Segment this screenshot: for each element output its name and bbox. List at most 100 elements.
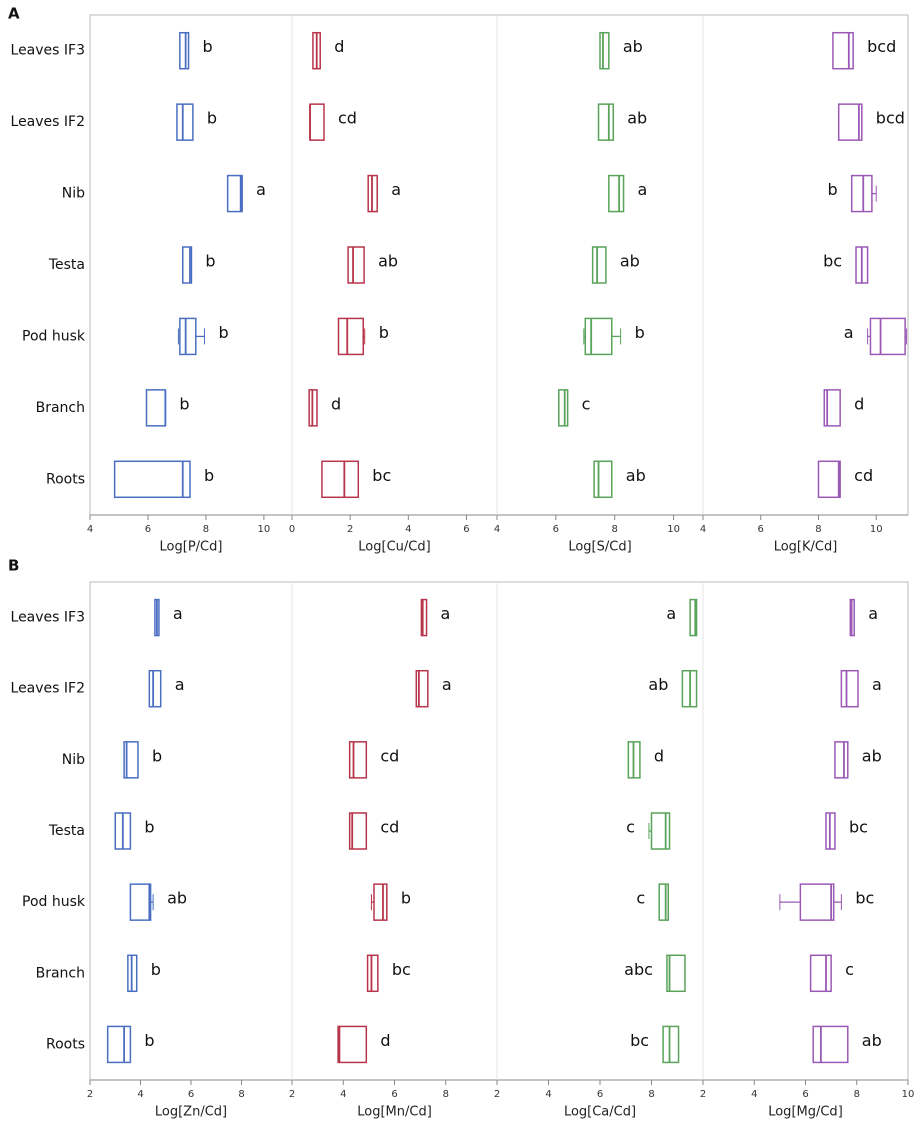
box: [689, 598, 698, 637]
x-tick-label: 2: [494, 1089, 500, 1100]
x-tick-label: 2: [700, 1089, 706, 1100]
group-letter: bc: [823, 252, 842, 271]
x-tick-label: 4: [405, 524, 411, 535]
x-tick-label: 8: [648, 1089, 654, 1100]
box: [347, 246, 365, 284]
box: [309, 103, 325, 141]
box: [113, 460, 191, 499]
group-letter: ab: [627, 109, 647, 128]
group-letter: bc: [392, 960, 411, 979]
x-tick-label: 8: [854, 1089, 860, 1100]
group-letter: a: [175, 675, 185, 694]
group-letter: bc: [630, 1031, 649, 1050]
group-letter: a: [844, 323, 854, 342]
box: [129, 883, 152, 921]
category-label: Testa: [48, 823, 85, 839]
group-letter: a: [638, 180, 648, 199]
group-letter: bcd: [876, 109, 905, 128]
group-letter: b: [207, 109, 217, 128]
group-letter: d: [654, 746, 664, 765]
box: [321, 460, 360, 499]
group-letter: bc: [372, 466, 391, 485]
panel-frame: [89, 581, 909, 1081]
box: [591, 246, 607, 284]
group-letter: cd: [380, 818, 399, 837]
category-label: Leaves IF3: [11, 610, 85, 626]
x-axis-label: Log[Cu/Cd]: [358, 540, 430, 555]
group-letter: a: [441, 604, 451, 623]
group-letter: c: [845, 960, 854, 979]
x-tick-label: 6: [145, 524, 151, 535]
box: [348, 812, 368, 850]
group-letter: a: [872, 675, 882, 694]
x-axis-label: Log[Ca/Cd]: [564, 1105, 636, 1120]
x-tick-label: 4: [137, 1089, 143, 1100]
group-letter: c: [582, 394, 591, 413]
category-label: Branch: [36, 965, 85, 981]
box: [337, 317, 364, 356]
group-letter: ab: [623, 37, 643, 56]
group-letter: bc: [855, 889, 874, 908]
box: [593, 460, 613, 499]
group-letter: c: [636, 889, 645, 908]
group-letter: b: [828, 180, 838, 199]
category-label: Testa: [48, 257, 85, 273]
x-tick-label: 6: [802, 1089, 808, 1100]
box: [348, 741, 368, 779]
x-tick-label: 8: [238, 1089, 244, 1100]
box: [181, 246, 193, 284]
box: [817, 460, 841, 499]
group-letter: b: [635, 323, 645, 342]
group-letter: cd: [338, 109, 357, 128]
box: [145, 389, 167, 427]
x-tick-label: 10: [667, 524, 680, 535]
box: [373, 883, 388, 921]
category-label: Roots: [46, 471, 85, 487]
box: [608, 174, 625, 213]
group-letter: d: [380, 1031, 390, 1050]
x-tick-label: 10: [902, 1089, 915, 1100]
group-letter: cd: [854, 466, 873, 485]
group-letter: d: [334, 37, 344, 56]
panel-label: A: [8, 5, 20, 23]
box: [809, 954, 832, 993]
x-tick-label: 6: [463, 524, 469, 535]
x-tick-label: 6: [597, 1089, 603, 1100]
group-letter: a: [666, 604, 676, 623]
x-axis-label: Log[Mn/Cd]: [357, 1105, 432, 1120]
x-tick-label: 4: [494, 524, 500, 535]
group-letter: b: [204, 466, 214, 485]
category-label: Nib: [62, 186, 85, 202]
category-label: Pod husk: [22, 894, 86, 910]
x-axis-label: Log[K/Cd]: [774, 540, 838, 555]
box: [834, 741, 849, 779]
group-letter: c: [626, 818, 635, 837]
x-tick-label: 8: [443, 1089, 449, 1100]
box: [179, 317, 197, 356]
box: [837, 103, 863, 141]
box: [832, 31, 854, 70]
box: [850, 174, 873, 213]
group-letter: bc: [849, 818, 868, 837]
x-tick-label: 6: [391, 1089, 397, 1100]
group-letter: d: [854, 394, 864, 413]
box: [148, 669, 162, 708]
box: [599, 31, 610, 70]
group-letter: ab: [620, 252, 640, 271]
group-letter: b: [379, 323, 389, 342]
box: [869, 317, 906, 356]
box: [597, 103, 614, 141]
group-letter: ab: [626, 466, 646, 485]
group-letter: ab: [378, 252, 398, 271]
group-letter: b: [144, 818, 154, 837]
box: [823, 389, 841, 427]
x-tick-label: 10: [870, 524, 883, 535]
group-letter: abc: [624, 960, 653, 979]
group-letter: bcd: [867, 37, 896, 56]
box: [226, 174, 243, 213]
group-letter: b: [151, 960, 161, 979]
group-letter: a: [868, 604, 878, 623]
category-label: Leaves IF2: [11, 681, 85, 697]
category-label: Nib: [62, 752, 85, 768]
